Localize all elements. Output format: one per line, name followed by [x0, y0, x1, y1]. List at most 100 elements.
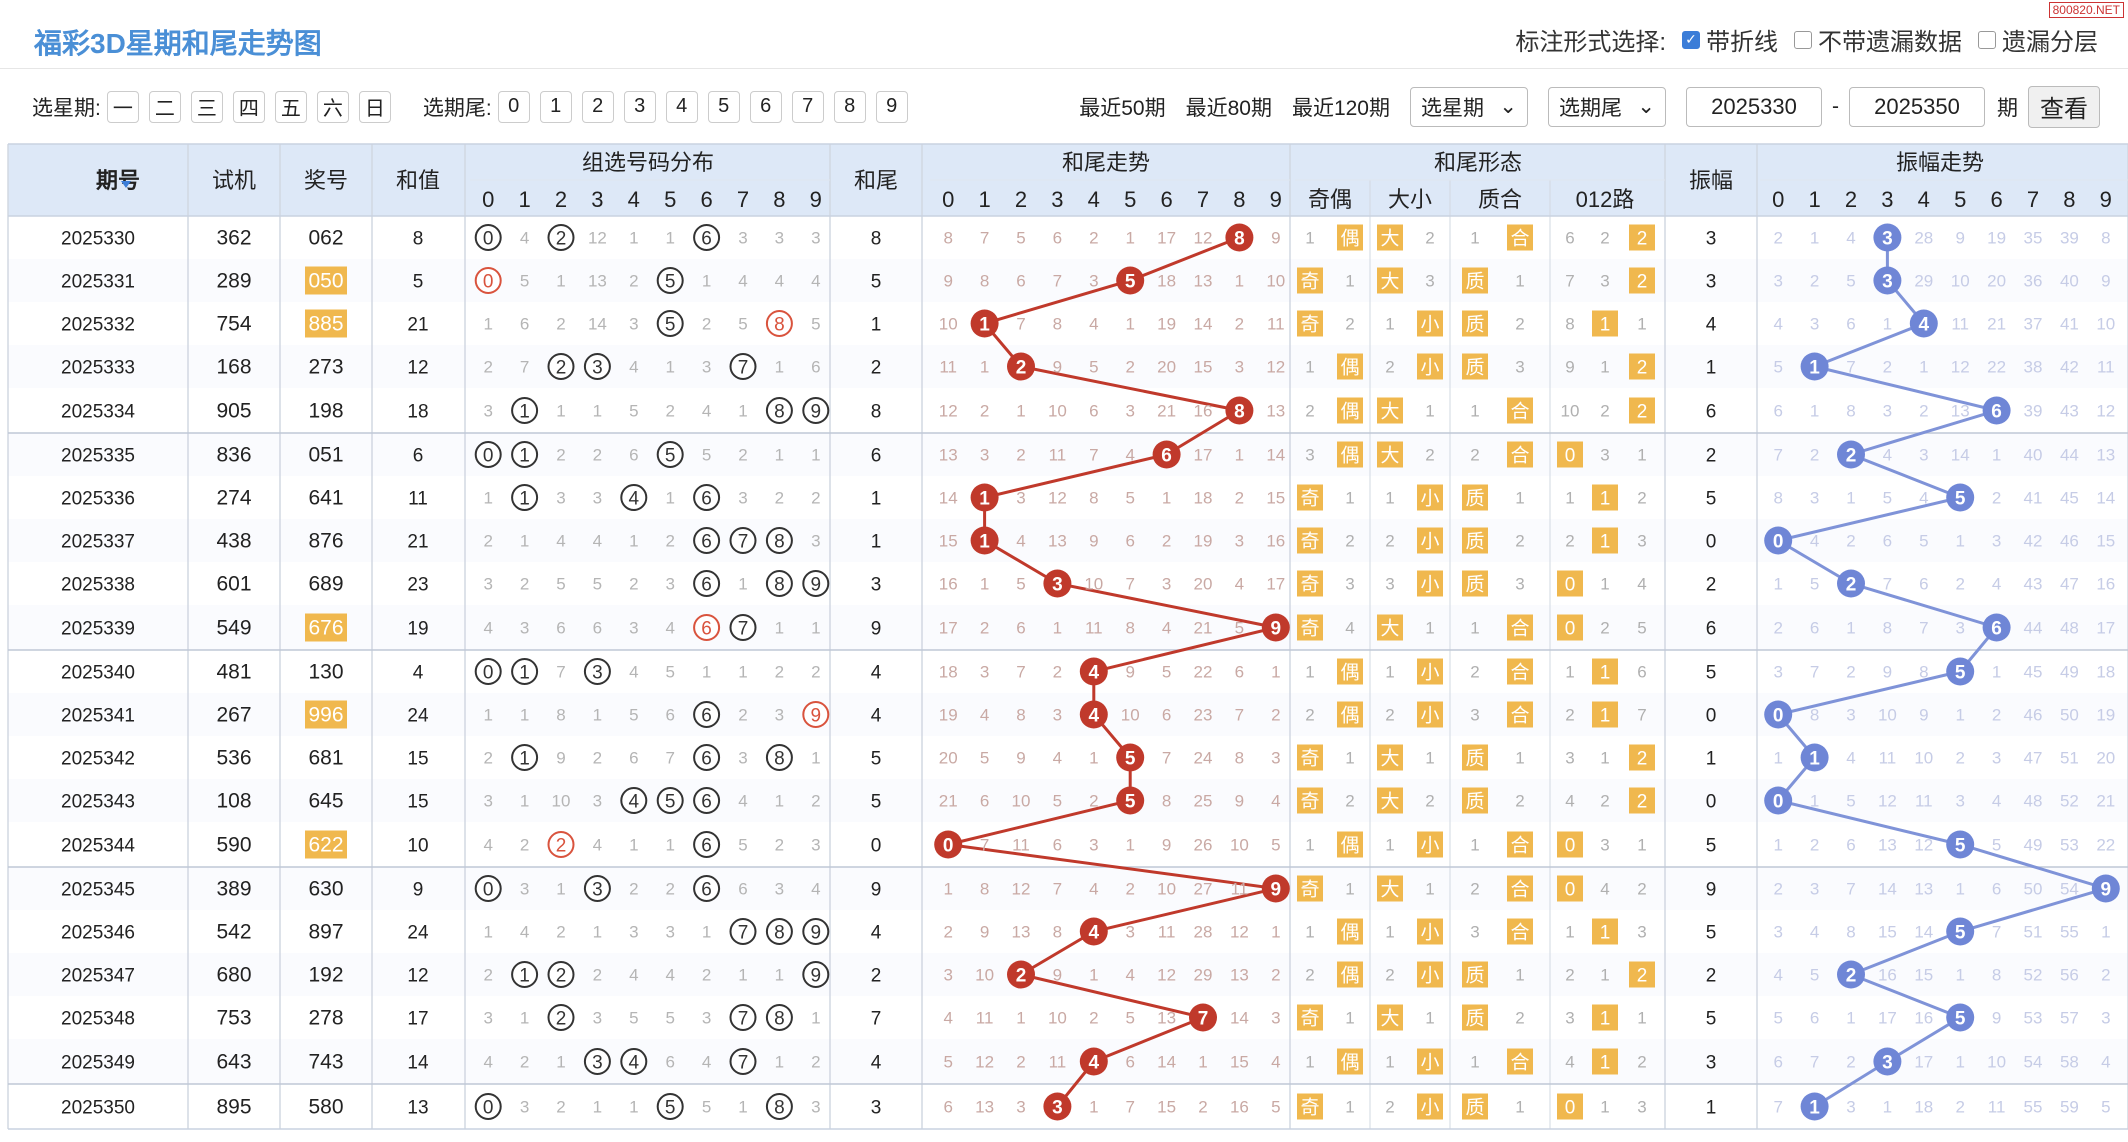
tail-miss-count: 15 [1157, 1098, 1176, 1117]
form-tag: 大 [1380, 401, 1399, 423]
weekday-button[interactable]: 日 [358, 90, 391, 123]
road-miss-count: 10 [1561, 402, 1580, 421]
group-hit-digit: 0 [483, 1098, 494, 1119]
tail-trend-ball [1189, 1003, 1217, 1032]
tail-miss-count: 13 [975, 1098, 994, 1117]
group-miss-count: 3 [593, 489, 602, 508]
road-tag: 2 [1637, 229, 1648, 250]
form-tag-badge [1337, 224, 1363, 251]
tail-button[interactable]: 0 [497, 90, 530, 123]
amplitude-miss-count: 2 [1846, 663, 1855, 682]
tail-button[interactable]: 8 [833, 90, 866, 123]
form-miss-count: 1 [1385, 663, 1394, 682]
tail-miss-count: 2 [1125, 358, 1134, 377]
sum-value: 23 [407, 575, 428, 596]
tail-trend-ball [1079, 700, 1108, 729]
group-miss-count: 1 [738, 663, 747, 682]
tail-button[interactable]: 6 [749, 90, 782, 123]
amplitude-miss-count: 4 [1919, 489, 1928, 508]
group-miss-count: 2 [811, 489, 820, 508]
tail-button[interactable]: 3 [623, 90, 656, 123]
amplitude-miss-count: 3 [1773, 663, 1782, 682]
form-miss-count: 3 [1515, 358, 1524, 377]
range-50-link[interactable]: 最近50期 [1079, 96, 1166, 120]
form-tag-badge [1462, 1004, 1488, 1031]
amplitude-miss-count: 45 [2060, 489, 2079, 508]
amplitude-miss-count: 7 [1773, 1098, 1782, 1117]
amplitude-miss-count: 3 [1773, 923, 1782, 942]
weekday-button[interactable]: 一 [106, 90, 139, 123]
tail-miss-count: 1 [1125, 315, 1134, 334]
range-80-link[interactable]: 最近80期 [1185, 96, 1272, 120]
amplitude-miss-count: 4 [1810, 923, 1819, 942]
road-tag: 2 [1637, 272, 1648, 293]
tail-select[interactable]: 选期尾 ⌄ [1548, 86, 1666, 127]
amplitude-miss-count: 3 [1810, 880, 1819, 899]
tail-trend-ball [1225, 223, 1254, 252]
checkbox-icon[interactable] [1978, 30, 1996, 49]
tail-button[interactable]: 2 [581, 90, 614, 123]
amplitude-miss-count: 53 [2060, 836, 2079, 855]
prize-highlight [305, 309, 347, 338]
prize-number: 876 [308, 530, 343, 553]
weekday-button[interactable]: 五 [274, 90, 307, 123]
group-hit-digit: 8 [774, 1098, 785, 1119]
tail-button[interactable]: 9 [875, 90, 908, 123]
road-tag: 0 [1565, 836, 1576, 857]
weekday-select[interactable]: 选星期 ⌄ [1410, 86, 1528, 127]
road-tag: 0 [1565, 880, 1576, 901]
issue-number: 2025349 [61, 1053, 135, 1074]
tail-trend-digit: 6 [1161, 446, 1172, 467]
form-tag: 质 [1465, 357, 1484, 379]
weekday-button[interactable]: 二 [148, 90, 181, 123]
weekday-button[interactable]: 六 [316, 90, 349, 123]
option-polyline[interactable]: ✓ 带折线 [1682, 22, 1778, 57]
weekday-button[interactable]: 三 [190, 90, 223, 123]
tail-miss-count: 7 [1162, 749, 1171, 768]
tail-button[interactable]: 4 [665, 90, 698, 123]
group-hit-digit: 3 [592, 880, 603, 901]
form-tag: 偶 [1340, 965, 1359, 987]
issue-number: 2025338 [61, 575, 135, 596]
group-miss-count: 1 [629, 229, 638, 248]
form-tag: 合 [1510, 922, 1529, 944]
group-hit-digit: 1 [519, 489, 530, 510]
road-tag-badge [1592, 658, 1618, 685]
amplitude-miss-count: 13 [1951, 402, 1970, 421]
amplitude-miss-count: 8 [1773, 489, 1782, 508]
group-hit-digit: 0 [483, 663, 494, 684]
group-hit-digit: 6 [701, 836, 712, 857]
form-tag-badge [1417, 658, 1443, 685]
checkbox-icon[interactable] [1794, 30, 1812, 49]
from-issue-input[interactable]: 2025330 [1686, 86, 1822, 127]
checkbox-checked-icon[interactable]: ✓ [1682, 30, 1700, 49]
option-no-miss-data[interactable]: 不带遗漏数据 [1794, 22, 1962, 57]
group-miss-count: 6 [665, 706, 674, 725]
query-button[interactable]: 查看 [2028, 85, 2100, 128]
weekday-button[interactable]: 四 [232, 90, 265, 123]
amplitude-miss-count: 9 [1992, 1009, 2001, 1028]
amplitude-trend-digit: 5 [1955, 923, 1966, 944]
group-miss-count: 3 [811, 836, 820, 855]
tail-trend-digit: 5 [1125, 749, 1136, 770]
amplitude-miss-count: 12 [1878, 792, 1897, 811]
tail-miss-count: 8 [1235, 749, 1244, 768]
tail-miss-count: 16 [1266, 532, 1285, 551]
tail-miss-count: 3 [1271, 749, 1280, 768]
tail-button[interactable]: 1 [539, 90, 572, 123]
group-miss-count: 1 [483, 489, 492, 508]
range-120-link[interactable]: 最近120期 [1291, 96, 1390, 120]
form-tag: 小 [1420, 1097, 1439, 1119]
amplitude-trend-ball [1837, 440, 1865, 469]
tail-miss-count: 3 [943, 966, 952, 985]
group-miss-count: 4 [665, 619, 674, 638]
form-tag: 偶 [1340, 922, 1359, 944]
road-tag: 1 [1600, 315, 1611, 336]
group-hit-digit: 1 [519, 446, 530, 467]
tail-value: 4 [871, 1053, 882, 1074]
amplitude-miss-count: 2 [1846, 1053, 1855, 1072]
option-miss-layer[interactable]: 遗漏分层 [1978, 22, 2098, 57]
to-issue-input[interactable]: 2025350 [1849, 86, 1985, 127]
tail-button[interactable]: 5 [707, 90, 740, 123]
tail-button[interactable]: 7 [791, 90, 824, 123]
